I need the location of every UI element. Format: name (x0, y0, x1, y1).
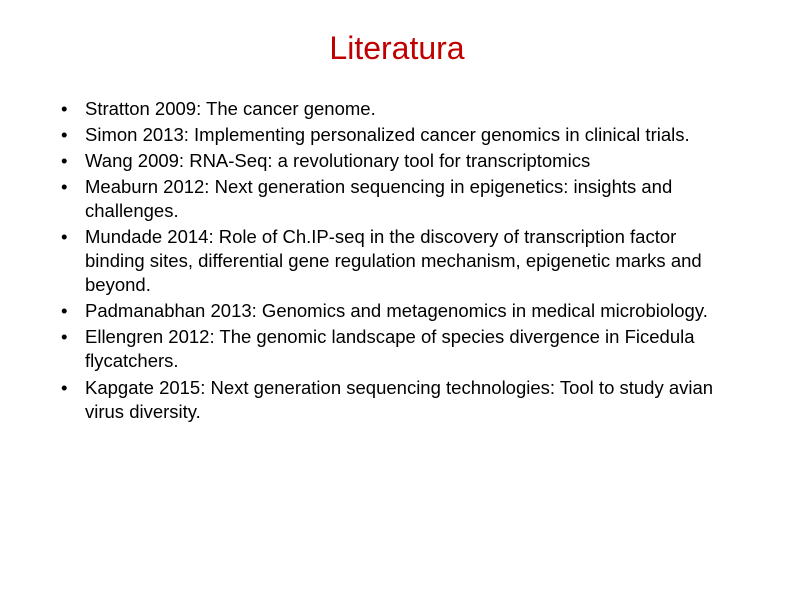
reference-list: • Stratton 2009: The cancer genome. • Si… (55, 97, 739, 424)
list-item: • Meaburn 2012: Next generation sequenci… (55, 175, 739, 223)
bullet-icon: • (55, 325, 85, 349)
list-item: • Simon 2013: Implementing personalized … (55, 123, 739, 147)
slide-title: Literatura (55, 30, 739, 67)
bullet-icon: • (55, 97, 85, 121)
bullet-icon: • (55, 299, 85, 323)
bullet-icon: • (55, 149, 85, 173)
bullet-icon: • (55, 175, 85, 199)
list-item: • Wang 2009: RNA-Seq: a revolutionary to… (55, 149, 739, 173)
bullet-icon: • (55, 376, 85, 400)
list-item: • Stratton 2009: The cancer genome. (55, 97, 739, 121)
list-item: • Kapgate 2015: Next generation sequenci… (55, 376, 739, 424)
bullet-icon: • (55, 123, 85, 147)
list-item-text: Padmanabhan 2013: Genomics and metagenom… (85, 299, 739, 323)
list-item-text: Simon 2013: Implementing personalized ca… (85, 123, 739, 147)
list-item-text: Mundade 2014: Role of Ch.IP-seq in the d… (85, 225, 739, 297)
list-item-text: Wang 2009: RNA-Seq: a revolutionary tool… (85, 149, 739, 173)
list-item-text: Ellengren 2012: The genomic landscape of… (85, 325, 739, 373)
list-item-text: Kapgate 2015: Next generation sequencing… (85, 376, 739, 424)
list-item: • Mundade 2014: Role of Ch.IP-seq in the… (55, 225, 739, 297)
bullet-icon: • (55, 225, 85, 249)
list-item: • Padmanabhan 2013: Genomics and metagen… (55, 299, 739, 323)
list-item-text: Meaburn 2012: Next generation sequencing… (85, 175, 739, 223)
list-item-text: Stratton 2009: The cancer genome. (85, 97, 739, 121)
list-item: • Ellengren 2012: The genomic landscape … (55, 325, 739, 373)
